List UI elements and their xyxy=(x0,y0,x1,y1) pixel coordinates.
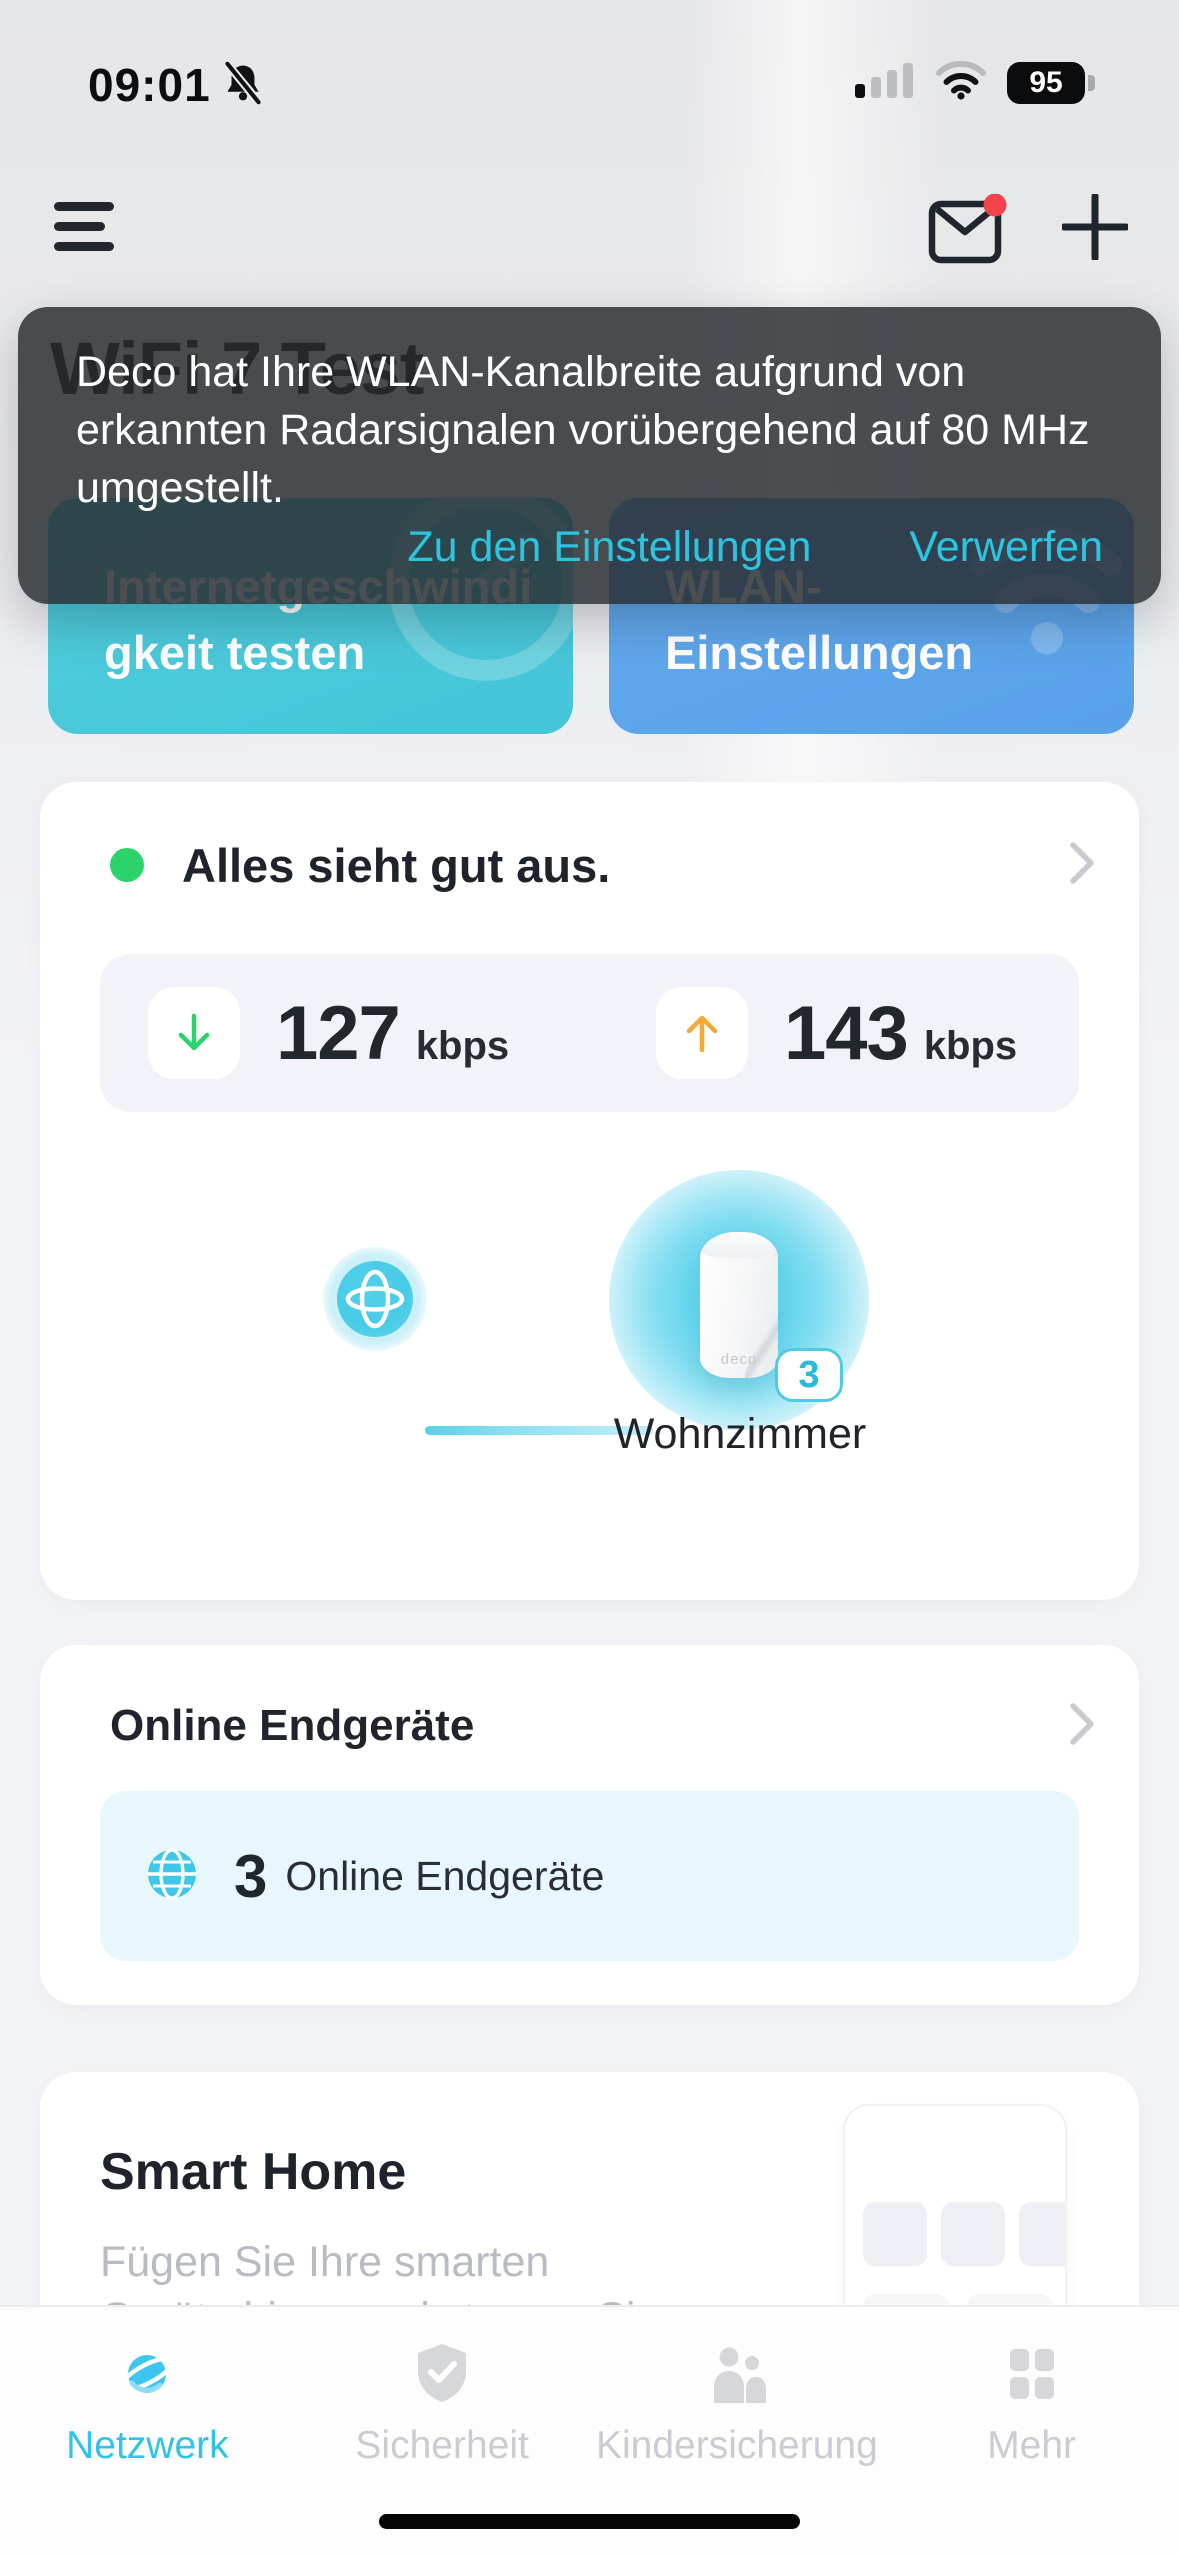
online-devices-count-label: Online Endgeräte xyxy=(285,1852,605,1899)
speed-test-label-line2: gkeit testen xyxy=(104,626,366,679)
toast-settings-link[interactable]: Zu den Einstellungen xyxy=(407,523,812,571)
upload-arrow-icon xyxy=(656,987,748,1079)
smart-home-title: Smart Home xyxy=(100,2143,407,2201)
network-status-row[interactable]: Alles sieht gut aus. xyxy=(110,828,1095,902)
network-status-card[interactable]: Alles sieht gut aus. 127 kbps xyxy=(40,782,1139,1600)
notification-dot xyxy=(983,193,1007,217)
bell-slash-icon xyxy=(221,58,265,112)
menu-icon[interactable] xyxy=(54,202,114,252)
tab-label: Kindersicherung xyxy=(595,2424,878,2467)
node-label: Wohnzimmer xyxy=(613,1410,867,1458)
download-arrow-icon xyxy=(148,987,240,1079)
battery-icon: 95 xyxy=(1007,61,1095,104)
download-unit: kbps xyxy=(415,1023,510,1068)
internet-globe-icon[interactable] xyxy=(323,1247,427,1351)
clock: 09:01 xyxy=(88,59,211,111)
chevron-right-icon xyxy=(1069,841,1095,890)
wifi-icon xyxy=(935,60,987,105)
statusbar-left: 09:01 xyxy=(88,58,265,112)
online-devices-card[interactable]: Online Endgeräte 3 Online Endgeräte xyxy=(40,1645,1139,2005)
plus-icon[interactable] xyxy=(1060,192,1130,262)
tab-mehr[interactable]: Mehr xyxy=(884,2307,1179,2556)
family-icon xyxy=(704,2341,770,2412)
toast-message: Deco hat Ihre WLAN-Kanalbreite aufgrund … xyxy=(76,348,1090,512)
devices-globe-icon xyxy=(144,1846,200,1907)
toast-dismiss-link[interactable]: Verwerfen xyxy=(909,523,1103,571)
device-count-badge: 3 xyxy=(775,1348,843,1402)
topology-link xyxy=(425,1426,653,1435)
deco-brand-label: deco xyxy=(720,1351,758,1368)
download-value: 127 xyxy=(276,990,401,1076)
tab-kindersicherung[interactable]: Kindersicherung xyxy=(590,2307,885,2556)
cellular-signal-icon xyxy=(855,62,915,103)
grid-icon xyxy=(1001,2341,1063,2412)
statusbar-right: 95 xyxy=(855,60,1095,105)
placeholder-tile xyxy=(863,2202,927,2266)
upload-unit: kbps xyxy=(923,1023,1018,1068)
home-indicator[interactable] xyxy=(379,2514,800,2529)
battery-percent: 95 xyxy=(1029,65,1063,99)
tab-label: Netzwerk xyxy=(66,2424,229,2467)
placeholder-tile xyxy=(1019,2202,1065,2266)
toast-banner: Deco hat Ihre WLAN-Kanalbreite aufgrund … xyxy=(18,307,1161,604)
chevron-right-icon xyxy=(1069,1702,1095,1751)
download-stat: 127 kbps xyxy=(148,954,509,1112)
wifi-settings-label-line2: Einstellungen xyxy=(665,626,974,679)
online-devices-header[interactable]: Online Endgeräte xyxy=(110,1691,1095,1761)
smart-home-description-line1: Fügen Sie Ihre smarten xyxy=(100,2238,550,2286)
planet-icon xyxy=(114,2341,180,2412)
online-devices-title: Online Endgeräte xyxy=(110,1701,475,1750)
mail-icon[interactable] xyxy=(928,193,1008,264)
tab-netzwerk[interactable]: Netzwerk xyxy=(0,2307,295,2556)
speed-stats-box: 127 kbps 143 kbps xyxy=(100,954,1079,1112)
placeholder-tile xyxy=(941,2202,1005,2266)
deco-device[interactable]: deco xyxy=(700,1232,778,1378)
tab-label: Sicherheit xyxy=(355,2424,529,2467)
upload-value: 143 xyxy=(784,990,909,1076)
network-status-text: Alles sieht gut aus. xyxy=(182,838,611,892)
online-devices-summary[interactable]: 3 Online Endgeräte xyxy=(100,1791,1079,1961)
tab-sicherheit[interactable]: Sicherheit xyxy=(295,2307,590,2556)
tab-label: Mehr xyxy=(987,2424,1077,2467)
status-dot xyxy=(110,848,144,882)
upload-stat: 143 kbps xyxy=(656,954,1017,1112)
shield-check-icon xyxy=(411,2341,473,2412)
online-devices-count: 3 xyxy=(234,1842,268,1910)
